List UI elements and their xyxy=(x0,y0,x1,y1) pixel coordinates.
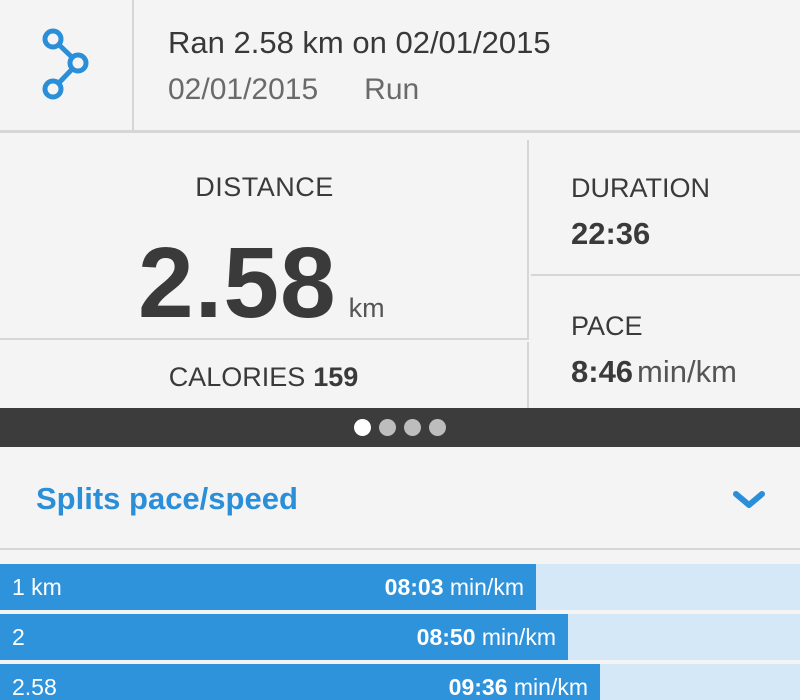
page-indicator[interactable] xyxy=(0,408,800,447)
distance-stat: DISTANCE 2.58 km xyxy=(0,140,529,340)
duration-value: 22:36 xyxy=(571,216,651,251)
split-pace-value: 08:03 xyxy=(384,574,444,600)
splits-title: Splits pace/speed xyxy=(36,481,298,516)
split-pace-unit: min/km xyxy=(481,624,556,650)
split-pace-value: 09:36 xyxy=(448,674,508,700)
activity-subtitle: 02/01/2015 Run xyxy=(168,70,551,110)
pace-label: PACE xyxy=(571,311,643,341)
split-row: 2 08:50 min/km xyxy=(0,614,800,660)
activity-type: Run xyxy=(364,73,420,106)
split-label: 2.58 xyxy=(12,674,57,700)
split-bar: 2.58 09:36 min/km xyxy=(0,664,600,700)
activity-date: 02/01/2015 xyxy=(168,73,319,106)
split-pace-unit: min/km xyxy=(513,674,588,700)
page-dot[interactable] xyxy=(404,419,421,436)
page-dot[interactable] xyxy=(354,419,371,436)
duration-label: DURATION xyxy=(571,173,710,203)
distance-unit: km xyxy=(348,293,385,323)
split-pace: 08:50 min/km xyxy=(417,614,556,660)
pace-stat: PACE 8:46 min/km xyxy=(531,278,800,408)
pace-value-row: 8:46 min/km xyxy=(571,354,800,390)
pace-value: 8:46 xyxy=(571,354,634,389)
split-pace: 09:36 min/km xyxy=(449,664,588,700)
splits-toggle[interactable]: Splits pace/speed xyxy=(0,447,800,550)
split-label: 2 xyxy=(12,624,25,650)
split-bar: 1 km 08:03 min/km xyxy=(0,564,536,610)
distance-value: 2.58 xyxy=(138,227,337,339)
calories-label: CALORIES xyxy=(168,362,306,392)
split-label: 1 km xyxy=(12,574,62,600)
chevron-down-icon[interactable] xyxy=(732,489,766,511)
splits-list: 1 km 08:03 min/km 2 08:50 min/km 2.58 09:36 m… xyxy=(0,552,800,700)
split-pace-unit: min/km xyxy=(449,574,524,600)
split-row: 2.58 09:36 min/km xyxy=(0,664,800,700)
duration-stat: DURATION 22:36 xyxy=(531,140,800,276)
activity-header: Ran 2.58 km on 02/01/2015 02/01/2015 Run xyxy=(0,0,800,133)
split-pace-value: 08:50 xyxy=(416,624,476,650)
share-button[interactable] xyxy=(0,0,134,130)
page-dot[interactable] xyxy=(429,419,446,436)
split-pace: 08:03 min/km xyxy=(385,564,524,610)
split-row: 1 km 08:03 min/km xyxy=(0,564,800,610)
activity-title: Ran 2.58 km on 02/01/2015 xyxy=(168,25,551,60)
page-dot[interactable] xyxy=(379,419,396,436)
stats-panel[interactable]: DISTANCE 2.58 km CALORIES 159 DURATION 22… xyxy=(0,140,800,408)
pace-unit: min/km xyxy=(637,354,737,389)
distance-label: DISTANCE xyxy=(195,172,334,202)
calories-stat: CALORIES 159 xyxy=(0,342,529,408)
route-share-icon xyxy=(42,28,89,100)
calories-value: 159 xyxy=(313,362,359,392)
split-bar: 2 08:50 min/km xyxy=(0,614,568,660)
